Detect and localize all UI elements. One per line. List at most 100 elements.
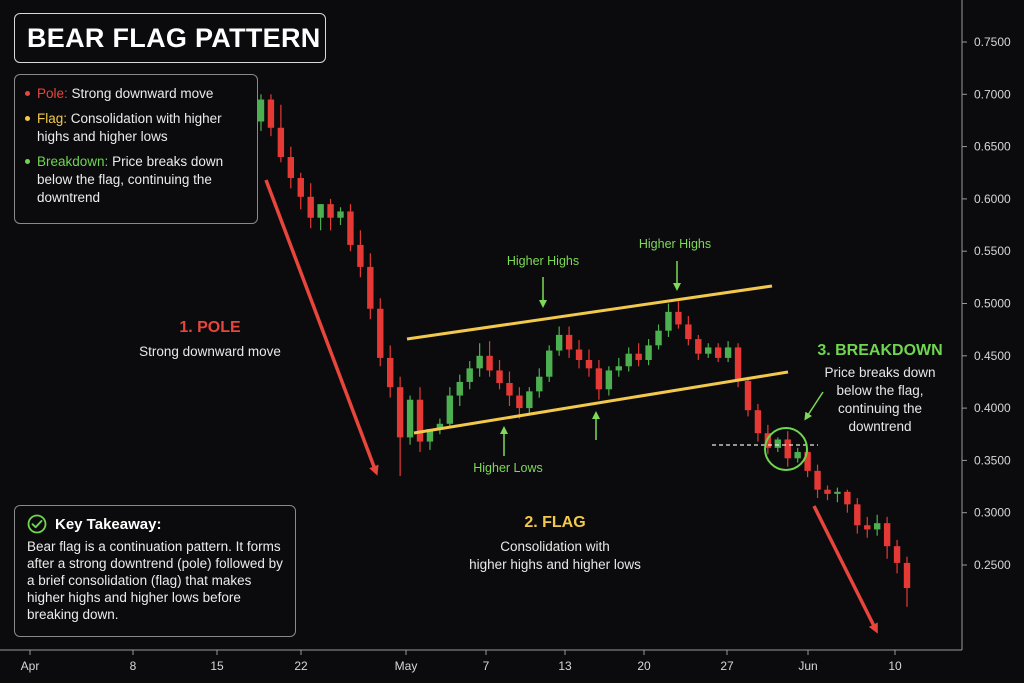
- candle-body: [327, 204, 334, 218]
- candle-body: [903, 562, 911, 589]
- y-tick-label: 0.6000: [974, 192, 1011, 206]
- candle-body: [695, 339, 702, 354]
- x-tick-label: 15: [210, 659, 224, 673]
- candle-body: [844, 491, 851, 505]
- pole-subtext: Strong downward move: [139, 344, 281, 359]
- flag-subtext-1: Consolidation with: [500, 539, 610, 554]
- candle-body: [377, 308, 384, 358]
- candles: [257, 94, 911, 607]
- candle-body: [754, 410, 762, 434]
- candle-body: [257, 99, 265, 122]
- candle-body: [864, 525, 871, 530]
- candle-body: [605, 370, 613, 390]
- candle-body: [446, 395, 454, 424]
- higher-highs-label-1: Higher Highs: [506, 254, 580, 268]
- x-tick-label: 22: [294, 659, 308, 673]
- legend-key-breakdown: Breakdown:: [37, 154, 109, 169]
- x-tick-labels: Apr 8 15 22 May 7 13 20 27 Jun 10: [21, 650, 902, 673]
- candle-body: [685, 324, 692, 340]
- pole-dot-icon: [25, 91, 30, 96]
- y-tick-labels: 0.7500 0.7000 0.6500 0.6000 0.5500 0.5000 0.45…: [962, 35, 1011, 572]
- y-tick-label: 0.7500: [974, 35, 1011, 49]
- page-title: BEAR FLAG PATTERN: [27, 22, 321, 53]
- x-tick-label: 10: [888, 659, 902, 673]
- candle-body: [854, 504, 861, 526]
- breakdown-subtext-4: downtrend: [848, 419, 912, 434]
- breakdown-circle: [764, 427, 808, 471]
- candle-body: [387, 357, 394, 388]
- candle-body: [426, 429, 434, 442]
- title-box: BEAR FLAG PATTERN: [14, 13, 326, 63]
- breakdown-heading: 3. BREAKDOWN: [817, 342, 943, 359]
- candle-body: [883, 523, 891, 547]
- x-tick-label: May: [395, 659, 418, 673]
- candle-body: [317, 204, 324, 218]
- candle-body: [367, 266, 374, 309]
- candle-body: [267, 99, 275, 128]
- breakdown-dot-icon: [25, 159, 30, 164]
- flag-lower-line: [413, 370, 789, 435]
- candle-body: [297, 177, 304, 197]
- flag-subtext-2: higher highs and higher lows: [469, 557, 641, 572]
- candle-body: [516, 395, 523, 409]
- legend-item-breakdown: Breakdown: Price breaks down below the f…: [25, 153, 249, 207]
- y-tick-label: 0.2500: [974, 558, 1011, 572]
- breakdown-subtext-1: Price breaks down: [824, 365, 936, 380]
- y-tick-label: 0.6500: [974, 140, 1011, 154]
- breakdown-arrow: [812, 505, 878, 634]
- breakdown-annotation: 3. BREAKDOWN Price breaks down below the…: [810, 342, 950, 436]
- candle-body: [456, 381, 463, 396]
- candle-body: [645, 345, 652, 360]
- y-tick-label: 0.3500: [974, 453, 1011, 467]
- y-tick-label: 0.4000: [974, 401, 1011, 415]
- candle-body: [705, 347, 712, 354]
- candle-body: [764, 433, 772, 448]
- candle-body: [575, 349, 583, 360]
- flag-heading: 2. FLAG: [524, 514, 586, 531]
- pole-arrow: [264, 179, 379, 476]
- candle-body: [784, 439, 791, 459]
- candle-body: [406, 399, 414, 438]
- breakdown-subtext-3: continuing the: [837, 401, 923, 416]
- breakdown-subtext-2: below the flag,: [836, 383, 924, 398]
- candle-body: [794, 452, 801, 459]
- key-takeaway-box: Key Takeaway: Bear flag is a continuatio…: [14, 505, 296, 637]
- candle-body: [615, 366, 622, 371]
- candle-body: [565, 334, 573, 350]
- candle-body: [416, 399, 424, 442]
- candle-body: [873, 523, 881, 530]
- legend-key-pole: Pole:: [37, 86, 68, 101]
- candle-body: [396, 387, 404, 438]
- candle-body: [625, 353, 632, 367]
- takeaway-body: Bear flag is a continuation pattern. It …: [27, 539, 283, 622]
- candle-body: [287, 157, 295, 178]
- candle-body: [486, 355, 493, 371]
- candle-body: [655, 330, 662, 346]
- candle-body: [466, 368, 473, 382]
- y-tick-label: 0.5000: [974, 297, 1011, 311]
- flag-dot-icon: [25, 116, 30, 121]
- x-tick-label: 13: [558, 659, 572, 673]
- legend-text-breakdown: Price breaks down below the flag, contin…: [37, 154, 224, 205]
- candle-body: [337, 211, 344, 218]
- higher-highs-label-2: Higher Highs: [638, 237, 712, 251]
- higher-lows-label: Higher Lows: [473, 461, 543, 475]
- breakdown-label-arrow: [804, 391, 824, 421]
- legend-item-flag: Flag: Consolidation with higher highs an…: [25, 110, 249, 146]
- x-tick-label: Jun: [798, 659, 817, 673]
- takeaway-heading: Key Takeaway:: [55, 515, 162, 533]
- candle-body: [635, 353, 642, 360]
- candle-body: [585, 359, 593, 369]
- candle-body: [675, 311, 682, 325]
- check-circle-icon: [27, 514, 47, 534]
- candle-body: [436, 423, 444, 430]
- y-tick-label: 0.7000: [974, 87, 1011, 101]
- legend-text-pole: Strong downward move: [71, 86, 214, 101]
- candle-body: [536, 376, 543, 392]
- candle-body: [834, 491, 841, 494]
- candle-body: [893, 546, 901, 563]
- x-tick-label: 8: [130, 659, 137, 673]
- x-tick-label: 7: [483, 659, 490, 673]
- candle-body: [595, 368, 603, 390]
- x-tick-label: Apr: [21, 659, 40, 673]
